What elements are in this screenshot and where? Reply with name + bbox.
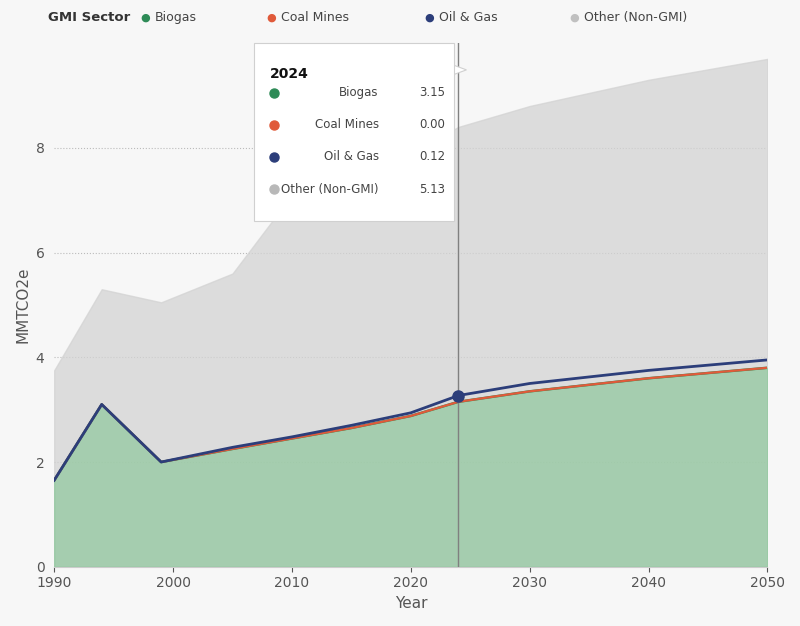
Text: ●: ● [140,13,150,23]
Text: 0.12: 0.12 [419,150,445,163]
Text: Biogas: Biogas [154,11,196,24]
Text: ●: ● [266,13,276,23]
Text: Oil & Gas: Oil & Gas [439,11,498,24]
Text: 3.15: 3.15 [419,86,445,100]
Text: Oil & Gas: Oil & Gas [324,150,378,163]
X-axis label: Year: Year [394,596,427,611]
Text: ●: ● [569,13,579,23]
Text: 5.13: 5.13 [419,183,445,195]
Text: GMI Sector: GMI Sector [48,11,130,24]
Y-axis label: MMTCO2e: MMTCO2e [15,267,30,343]
Polygon shape [454,65,466,74]
Text: Other (Non-GMI): Other (Non-GMI) [583,11,687,24]
Text: ●: ● [425,13,434,23]
Text: Coal Mines: Coal Mines [281,11,349,24]
FancyBboxPatch shape [254,43,454,221]
Text: Other (Non-GMI): Other (Non-GMI) [282,183,378,195]
Text: 0.00: 0.00 [419,118,445,131]
Text: Biogas: Biogas [339,86,378,100]
Text: Coal Mines: Coal Mines [314,118,378,131]
Text: 2024: 2024 [270,67,309,81]
